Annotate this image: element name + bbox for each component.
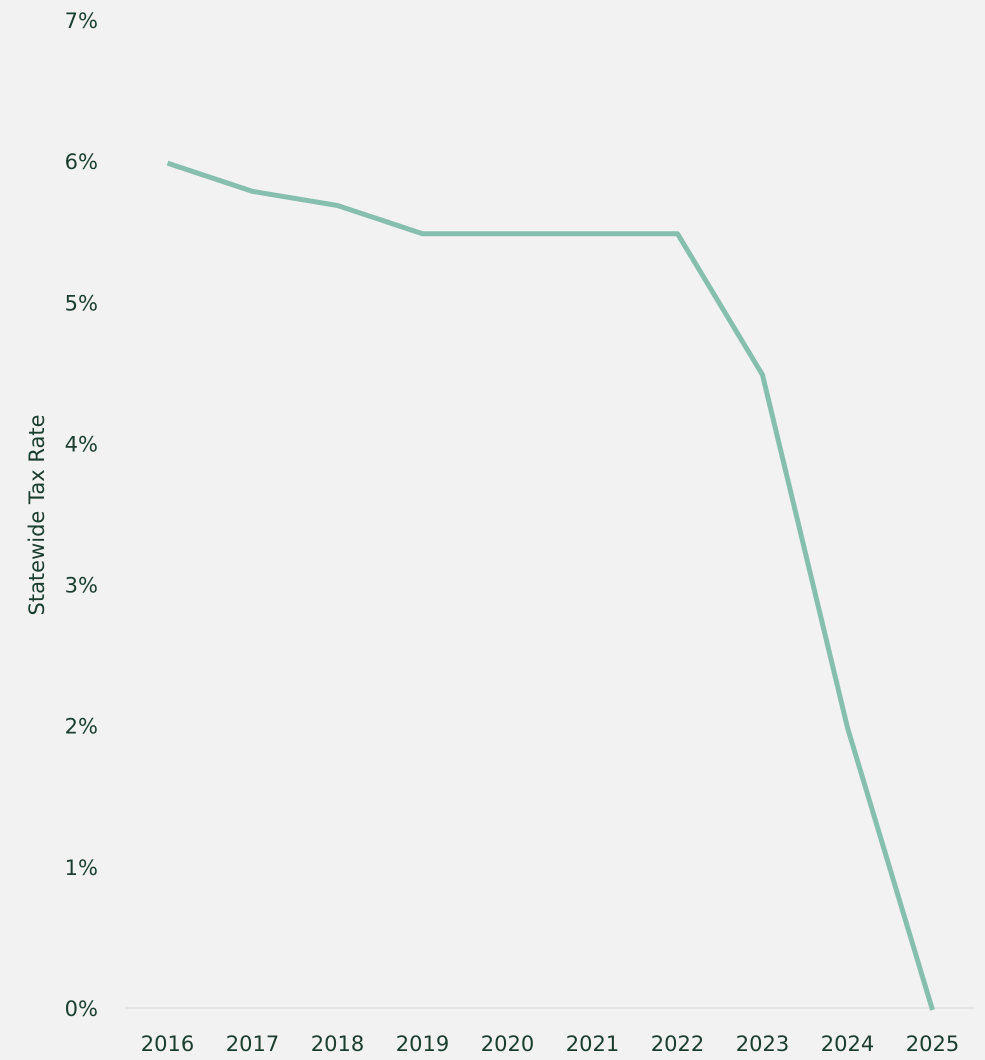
y-tick-label: 4% <box>65 432 98 456</box>
y-tick-label: 0% <box>65 997 98 1021</box>
x-tick-label: 2019 <box>396 1032 449 1056</box>
x-tick-label: 2024 <box>821 1032 874 1056</box>
x-tick-label: 2017 <box>226 1032 279 1056</box>
y-tick-label: 6% <box>65 150 98 174</box>
x-tick-label: 2018 <box>311 1032 364 1056</box>
y-tick-label: 3% <box>65 574 98 598</box>
y-tick-label: 2% <box>65 715 98 739</box>
y-axis-label: Statewide Tax Rate <box>25 415 49 616</box>
y-tick-label: 1% <box>65 856 98 880</box>
x-tick-label: 2022 <box>651 1032 704 1056</box>
x-tick-label: 2021 <box>566 1032 619 1056</box>
y-tick-label: 7% <box>65 9 98 33</box>
x-tick-label: 2023 <box>736 1032 789 1056</box>
y-tick-label: 5% <box>65 291 98 315</box>
line-series <box>166 160 935 1011</box>
x-tick-label: 2020 <box>481 1032 534 1056</box>
x-tick-label: 2016 <box>141 1032 194 1056</box>
x-tick-label: 2025 <box>906 1032 959 1056</box>
